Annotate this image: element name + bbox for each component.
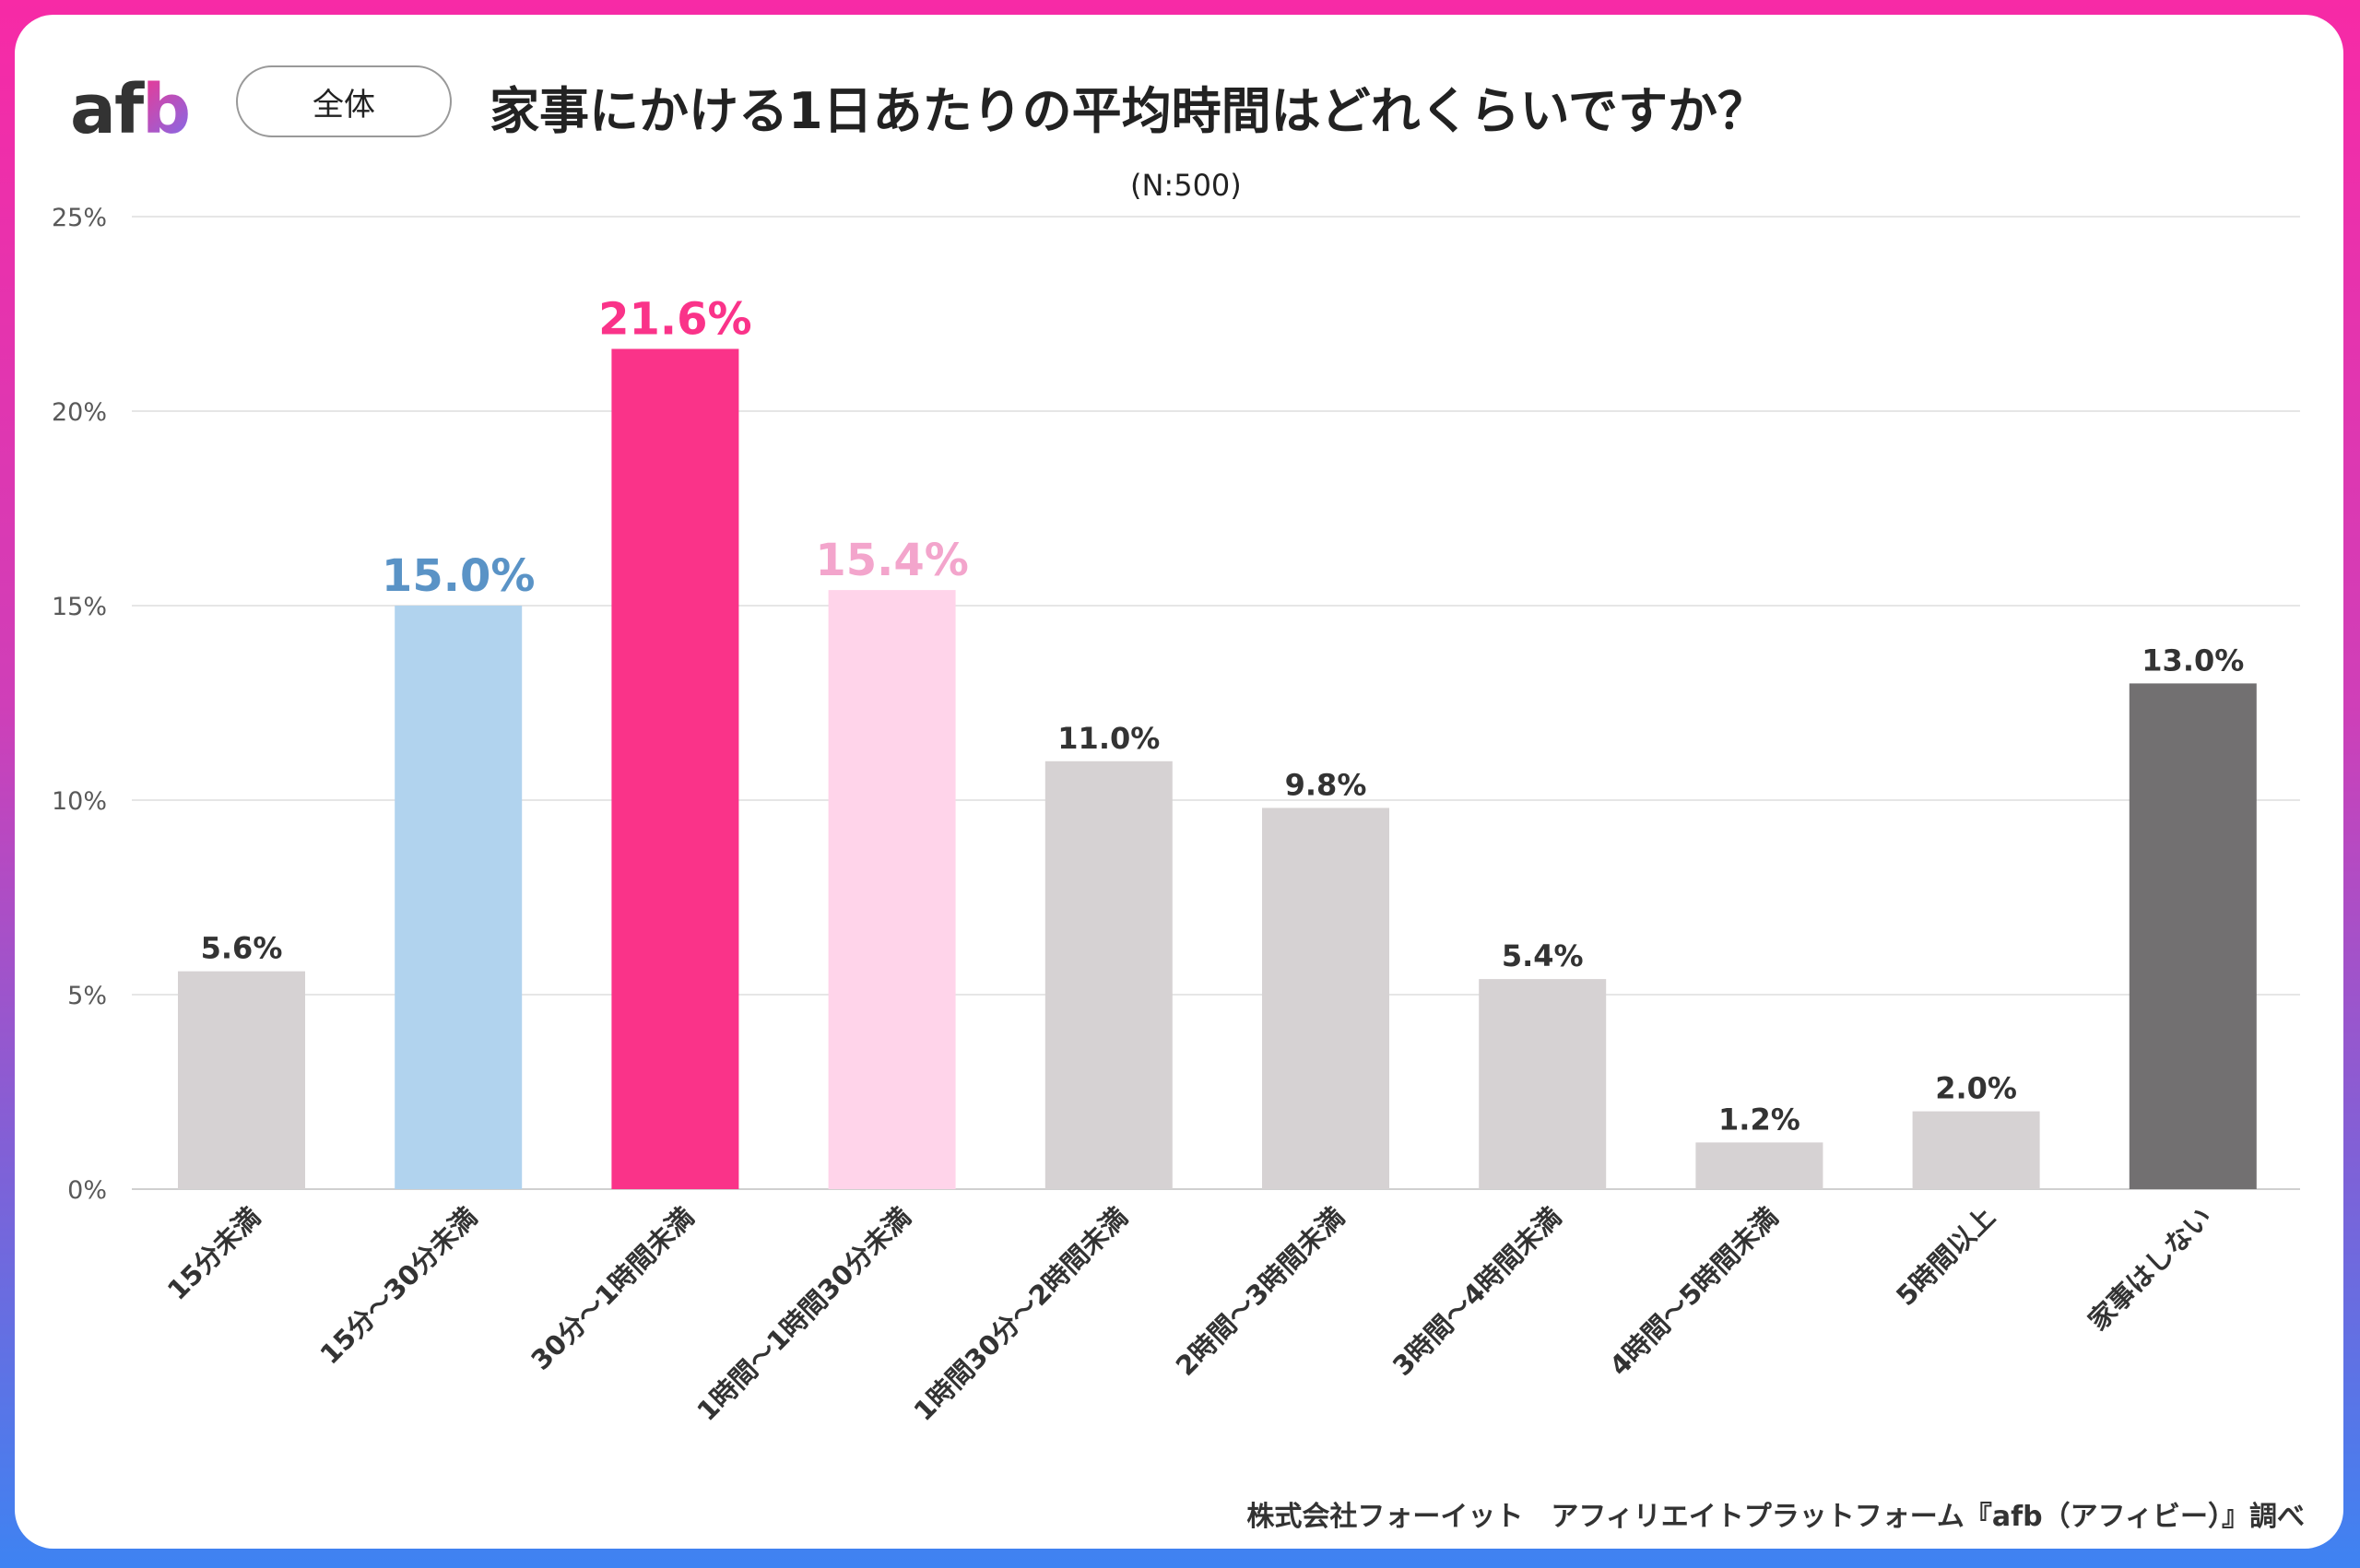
data-label: 2.0% bbox=[1935, 1071, 2017, 1106]
x-tick-label: 1時間30分～2時間未満 bbox=[908, 1201, 1134, 1427]
x-tick-label: 3時間～4時間未満 bbox=[1386, 1201, 1567, 1382]
x-tick-label: 5時間以上 bbox=[1890, 1201, 2000, 1312]
data-label: 9.8% bbox=[1285, 767, 1367, 802]
data-label: 21.6% bbox=[598, 293, 752, 345]
y-tick-label: 5% bbox=[67, 982, 107, 1010]
source-credit: 株式会社フォーイット アフィリエイトプラットフォーム『afb（アフィビー）』調べ bbox=[1246, 1501, 2305, 1533]
y-tick-label: 25% bbox=[52, 204, 107, 232]
data-label: 11.0% bbox=[1057, 721, 1160, 756]
sample-size-note: (N:500) bbox=[1130, 168, 1242, 203]
x-tick-label: 1時間～1時間30分未満 bbox=[690, 1201, 916, 1427]
y-tick-label: 15% bbox=[52, 593, 107, 621]
data-label: 15.0% bbox=[382, 550, 536, 602]
x-tick-label: 30分～1時間未満 bbox=[525, 1201, 700, 1376]
bar bbox=[1912, 1111, 2040, 1189]
bar bbox=[1479, 979, 1607, 1189]
bar bbox=[1044, 760, 1173, 1189]
data-label: 13.0% bbox=[2142, 643, 2244, 678]
bar bbox=[1262, 808, 1389, 1189]
x-tick-label: 4時間～5時間未満 bbox=[1603, 1201, 1784, 1382]
bar bbox=[611, 348, 739, 1190]
x-tick-label: 15分～30分未満 bbox=[314, 1201, 484, 1371]
bar bbox=[395, 606, 523, 1189]
x-tick-label: 家事はしない bbox=[2083, 1201, 2218, 1337]
y-tick-label: 20% bbox=[52, 398, 107, 427]
x-tick-label: 2時間～3時間未満 bbox=[1170, 1201, 1351, 1382]
bar bbox=[1695, 1142, 1823, 1189]
segment-pill: 全体 bbox=[236, 65, 452, 137]
bar bbox=[178, 971, 305, 1189]
x-tick-label: 15分未満 bbox=[161, 1201, 266, 1306]
afb-logo: afb bbox=[70, 70, 191, 149]
data-label: 5.4% bbox=[1502, 938, 1584, 973]
data-label: 1.2% bbox=[1718, 1102, 1800, 1137]
y-tick-label: 0% bbox=[67, 1176, 107, 1205]
y-tick-label: 10% bbox=[52, 787, 107, 816]
data-label: 15.4% bbox=[815, 535, 969, 586]
data-label: 5.6% bbox=[201, 931, 283, 966]
chart-title: 家事にかける1日あたりの平均時間はどれくらいですか？ bbox=[490, 82, 1767, 140]
bar bbox=[2129, 683, 2257, 1189]
bar bbox=[828, 590, 956, 1189]
